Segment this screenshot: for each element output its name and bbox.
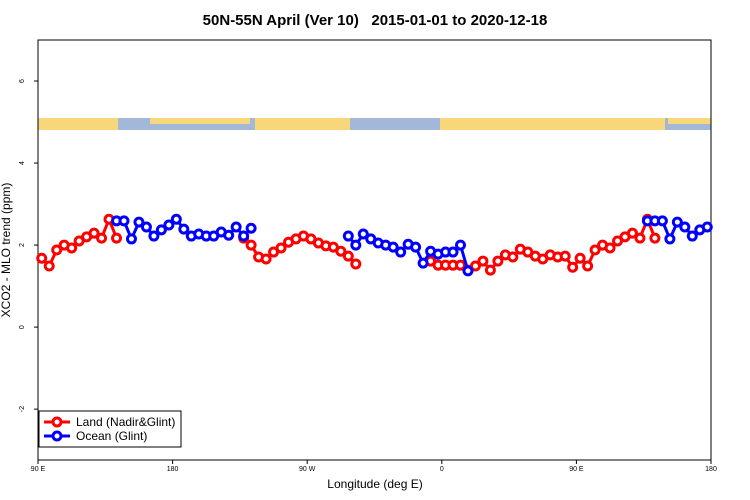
data-point bbox=[626, 227, 638, 239]
data-point bbox=[469, 260, 481, 272]
data-point bbox=[567, 261, 579, 273]
data-point bbox=[163, 219, 175, 231]
data-point bbox=[604, 242, 616, 254]
data-point bbox=[357, 228, 369, 240]
data-point bbox=[574, 252, 586, 264]
data-point bbox=[96, 232, 108, 244]
data-point bbox=[454, 259, 466, 271]
land-band bbox=[150, 118, 250, 124]
data-point bbox=[245, 222, 257, 234]
data-point bbox=[36, 252, 48, 264]
chart-title: 50N-55N April (Ver 10) 2015-01-01 to 202… bbox=[203, 12, 548, 29]
data-point bbox=[238, 230, 250, 242]
data-point bbox=[582, 260, 594, 272]
data-point bbox=[686, 230, 698, 242]
data-point bbox=[111, 232, 123, 244]
data-point bbox=[350, 239, 362, 251]
data-point bbox=[664, 233, 676, 245]
x-tick-label: 90 E bbox=[31, 466, 46, 473]
y-tick-label: 0 bbox=[19, 325, 26, 329]
data-point bbox=[66, 242, 78, 254]
data-point bbox=[178, 223, 190, 235]
data-point bbox=[155, 224, 167, 236]
legend-box bbox=[38, 410, 182, 448]
land-band bbox=[668, 118, 711, 124]
data-point bbox=[507, 251, 519, 263]
data-point bbox=[410, 241, 422, 253]
land-band bbox=[255, 118, 350, 130]
data-point bbox=[589, 244, 601, 256]
series-line bbox=[40, 215, 657, 273]
y-tick-label: 4 bbox=[19, 161, 26, 165]
y-tick-label: 2 bbox=[19, 243, 26, 247]
data-point bbox=[447, 246, 459, 258]
x-tick-label: 180 bbox=[167, 466, 179, 473]
legend-marker bbox=[51, 416, 63, 428]
x-tick-label: 180 bbox=[705, 466, 717, 473]
data-point bbox=[342, 230, 354, 242]
legend-label: Land (Nadir&Glint) bbox=[76, 415, 175, 429]
y-tick-label: -2 bbox=[19, 406, 26, 412]
data-point bbox=[118, 215, 130, 227]
data-point bbox=[484, 264, 496, 276]
data-point bbox=[462, 265, 474, 277]
data-point bbox=[634, 232, 646, 244]
data-point bbox=[492, 255, 504, 267]
data-point bbox=[335, 245, 347, 257]
data-point bbox=[230, 221, 242, 233]
data-point bbox=[133, 216, 145, 228]
data-point bbox=[454, 239, 466, 251]
land-ocean-strip bbox=[38, 118, 711, 130]
x-tick-label: 0 bbox=[440, 466, 444, 473]
data-point bbox=[43, 260, 55, 272]
data-point bbox=[387, 241, 399, 253]
data-point bbox=[51, 244, 63, 256]
y-tick-label: 6 bbox=[19, 79, 26, 83]
data-point bbox=[395, 246, 407, 258]
data-point bbox=[260, 253, 272, 265]
data-point bbox=[245, 239, 257, 251]
data-point bbox=[656, 215, 668, 227]
data-point bbox=[170, 213, 182, 225]
data-point bbox=[140, 221, 152, 233]
data-point bbox=[649, 232, 661, 244]
data-point bbox=[701, 221, 713, 233]
legend-marker bbox=[51, 430, 63, 442]
data-point bbox=[477, 255, 489, 267]
data-point bbox=[88, 227, 100, 239]
x-axis-label: Longitude (deg E) bbox=[327, 477, 422, 491]
data-point bbox=[671, 216, 683, 228]
data-point bbox=[559, 250, 571, 262]
y-axis-label: XCO2 - MLO trend (ppm) bbox=[0, 183, 13, 318]
data-point bbox=[679, 221, 691, 233]
data-point bbox=[342, 250, 354, 262]
legend-label: Ocean (Glint) bbox=[76, 429, 147, 443]
x-tick-label: 90 W bbox=[299, 466, 316, 473]
x-tick-label: 90 E bbox=[569, 466, 584, 473]
data-point bbox=[148, 230, 160, 242]
data-point bbox=[125, 233, 137, 245]
data-point bbox=[275, 242, 287, 254]
data-point bbox=[223, 229, 235, 241]
plot-frame bbox=[37, 39, 712, 461]
land-band bbox=[440, 118, 665, 130]
data-point bbox=[417, 257, 429, 269]
land-band bbox=[38, 118, 118, 130]
data-point bbox=[350, 258, 362, 270]
